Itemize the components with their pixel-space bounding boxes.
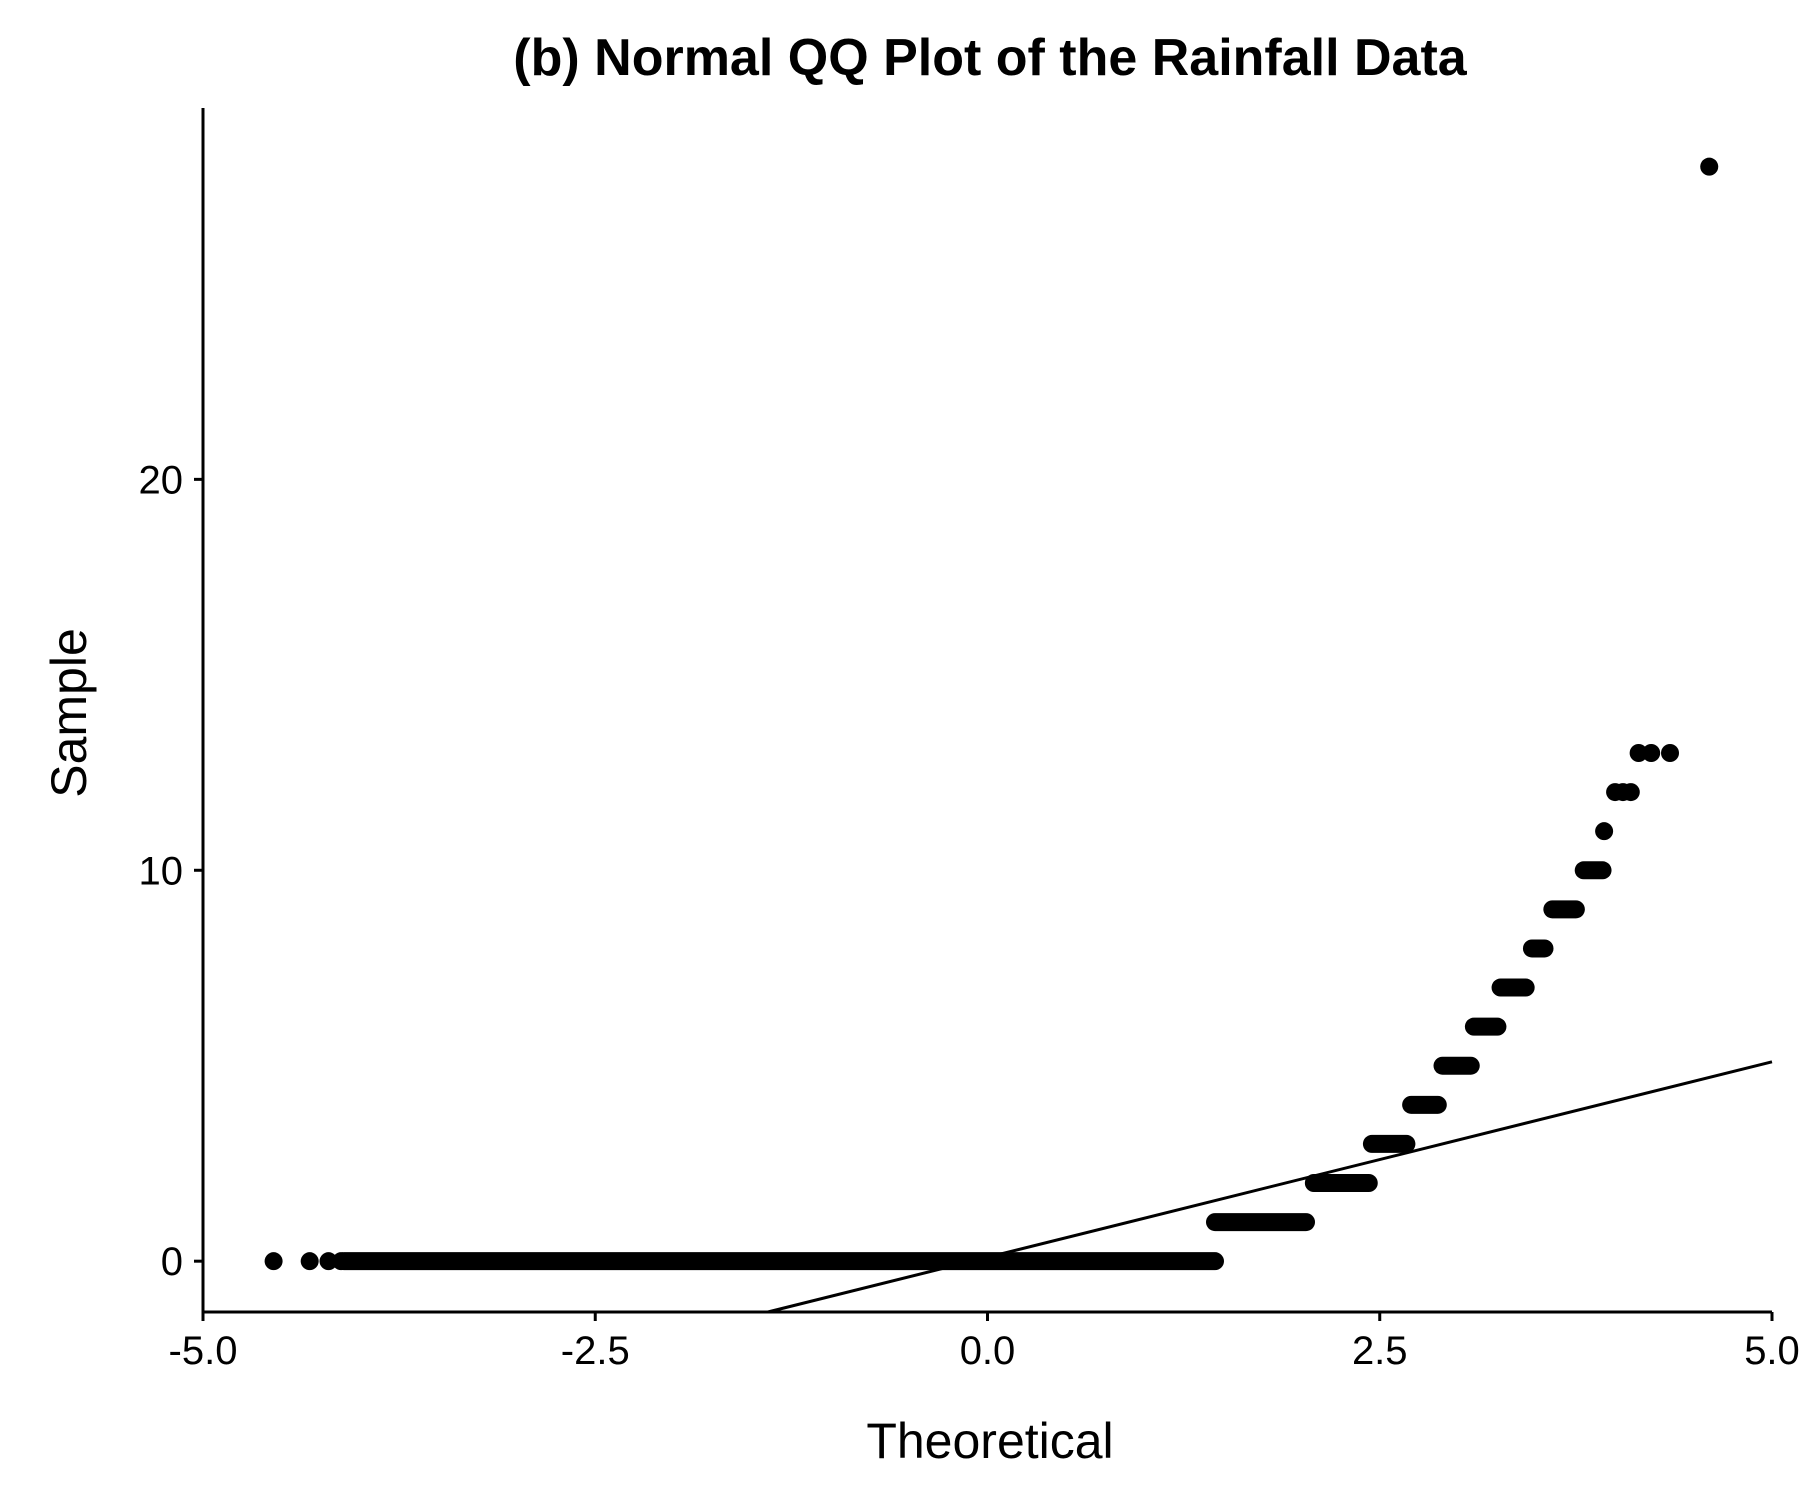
y-axis-ticks: 0 10 20	[139, 458, 203, 1284]
reference-line	[767, 1060, 1773, 1314]
data-point-run	[1464, 1017, 1507, 1036]
x-tick-label: 0.0	[960, 1329, 1016, 1373]
data-point	[300, 1252, 319, 1271]
data-point-run	[335, 1252, 1225, 1271]
data-point	[1661, 744, 1680, 762]
data-point	[1629, 744, 1648, 762]
data-point-run	[1574, 861, 1612, 880]
data-point-run	[1402, 1095, 1447, 1114]
data-point	[1621, 783, 1640, 802]
data-point	[1700, 157, 1719, 176]
chart-title: (b) Normal QQ Plot of the Rainfall Data	[513, 29, 1467, 87]
data-point-run	[1522, 939, 1554, 958]
x-tick-label: 2.5	[1352, 1329, 1408, 1373]
x-axis-title: Theoretical	[866, 1413, 1113, 1469]
points-layer	[264, 157, 1719, 1271]
x-axis-ticks: -5.0 -2.5 0.0 2.5 5.0	[169, 1312, 1800, 1373]
data-point-run	[1362, 1134, 1416, 1153]
data-point-run	[1491, 978, 1535, 997]
data-point-run	[1543, 900, 1585, 919]
data-point	[1642, 744, 1661, 762]
y-tick-label: 20	[139, 458, 184, 502]
data-point	[1595, 822, 1614, 841]
y-tick-label: 10	[139, 849, 184, 893]
data-point-run	[1304, 1174, 1378, 1192]
x-tick-label: 5.0	[1744, 1329, 1800, 1373]
data-point	[332, 1252, 351, 1271]
data-point-run	[1206, 1213, 1316, 1232]
data-point-run	[1433, 1056, 1480, 1075]
data-point	[319, 1252, 338, 1271]
plot-area	[264, 157, 1773, 1314]
x-tick-label: -5.0	[169, 1329, 238, 1373]
data-point	[264, 1252, 283, 1271]
y-axis-title: Sample	[41, 628, 97, 798]
y-tick-label: 0	[161, 1240, 183, 1284]
x-tick-label: -2.5	[561, 1329, 630, 1373]
